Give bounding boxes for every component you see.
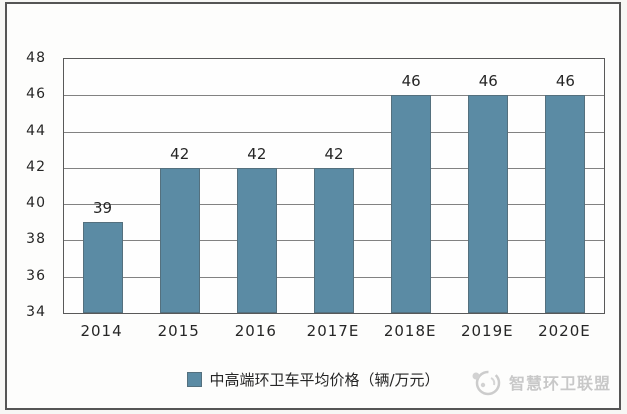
bar-2020E — [545, 95, 586, 313]
y-tick-label-34: 34 — [26, 304, 46, 320]
x-tick-label-2016: 2016 — [234, 322, 277, 340]
bar-value-label: 42 — [247, 144, 267, 163]
bar-2016 — [236, 167, 277, 313]
x-tick-label-2018E: 2018E — [383, 322, 437, 340]
bar-value-label: 46 — [401, 72, 421, 91]
watermark-text: 智慧环卫联盟 — [508, 374, 611, 393]
x-tick-label-2019E: 2019E — [460, 322, 514, 340]
y-tick-label-48: 48 — [26, 50, 46, 66]
x-tick-label-2014: 2014 — [80, 322, 123, 340]
gridline-44 — [64, 131, 604, 133]
y-axis-labels: 34 36 38 40 42 44 46 48 — [0, 50, 54, 320]
x-tick-label-2020E: 2020E — [538, 322, 591, 340]
gridline-46 — [64, 95, 604, 97]
y-tick-label-38: 38 — [26, 231, 46, 248]
plot-area: 39 42 42 42 46 46 46 — [63, 58, 605, 314]
bar-value-label: 46 — [555, 72, 575, 91]
x-tick-label-2017E: 2017E — [306, 322, 360, 340]
bar-2018E — [391, 95, 432, 313]
legend-label: 中高端环卫车平均价格（辆/万元） — [209, 371, 440, 389]
bar-value-label: 42 — [170, 144, 190, 163]
bar-2019E — [468, 95, 509, 313]
bar-2017E — [314, 167, 354, 313]
y-tick-label-36: 36 — [26, 267, 46, 284]
bar-value-label: 46 — [478, 72, 498, 91]
legend: 中高端环卫车平均价格（辆/万元） — [0, 369, 627, 390]
y-tick-label-46: 46 — [26, 86, 46, 103]
y-tick-label-42: 42 — [26, 158, 46, 175]
y-tick-label-40: 40 — [26, 195, 46, 212]
legend-marker-icon — [187, 372, 203, 387]
bar-2015 — [159, 167, 200, 313]
bar-value-label: 42 — [324, 144, 344, 163]
y-tick-label-44: 44 — [26, 122, 46, 139]
watermark-logo-icon — [472, 370, 501, 396]
bar-value-label: 39 — [93, 199, 113, 218]
x-tick-label-2015: 2015 — [157, 322, 200, 340]
x-axis-labels: 2014 2015 2016 2017E 2018E 2019E 2020E — [63, 322, 603, 342]
watermark: 智慧环卫联盟 — [469, 364, 611, 400]
bar-2014 — [82, 222, 123, 313]
